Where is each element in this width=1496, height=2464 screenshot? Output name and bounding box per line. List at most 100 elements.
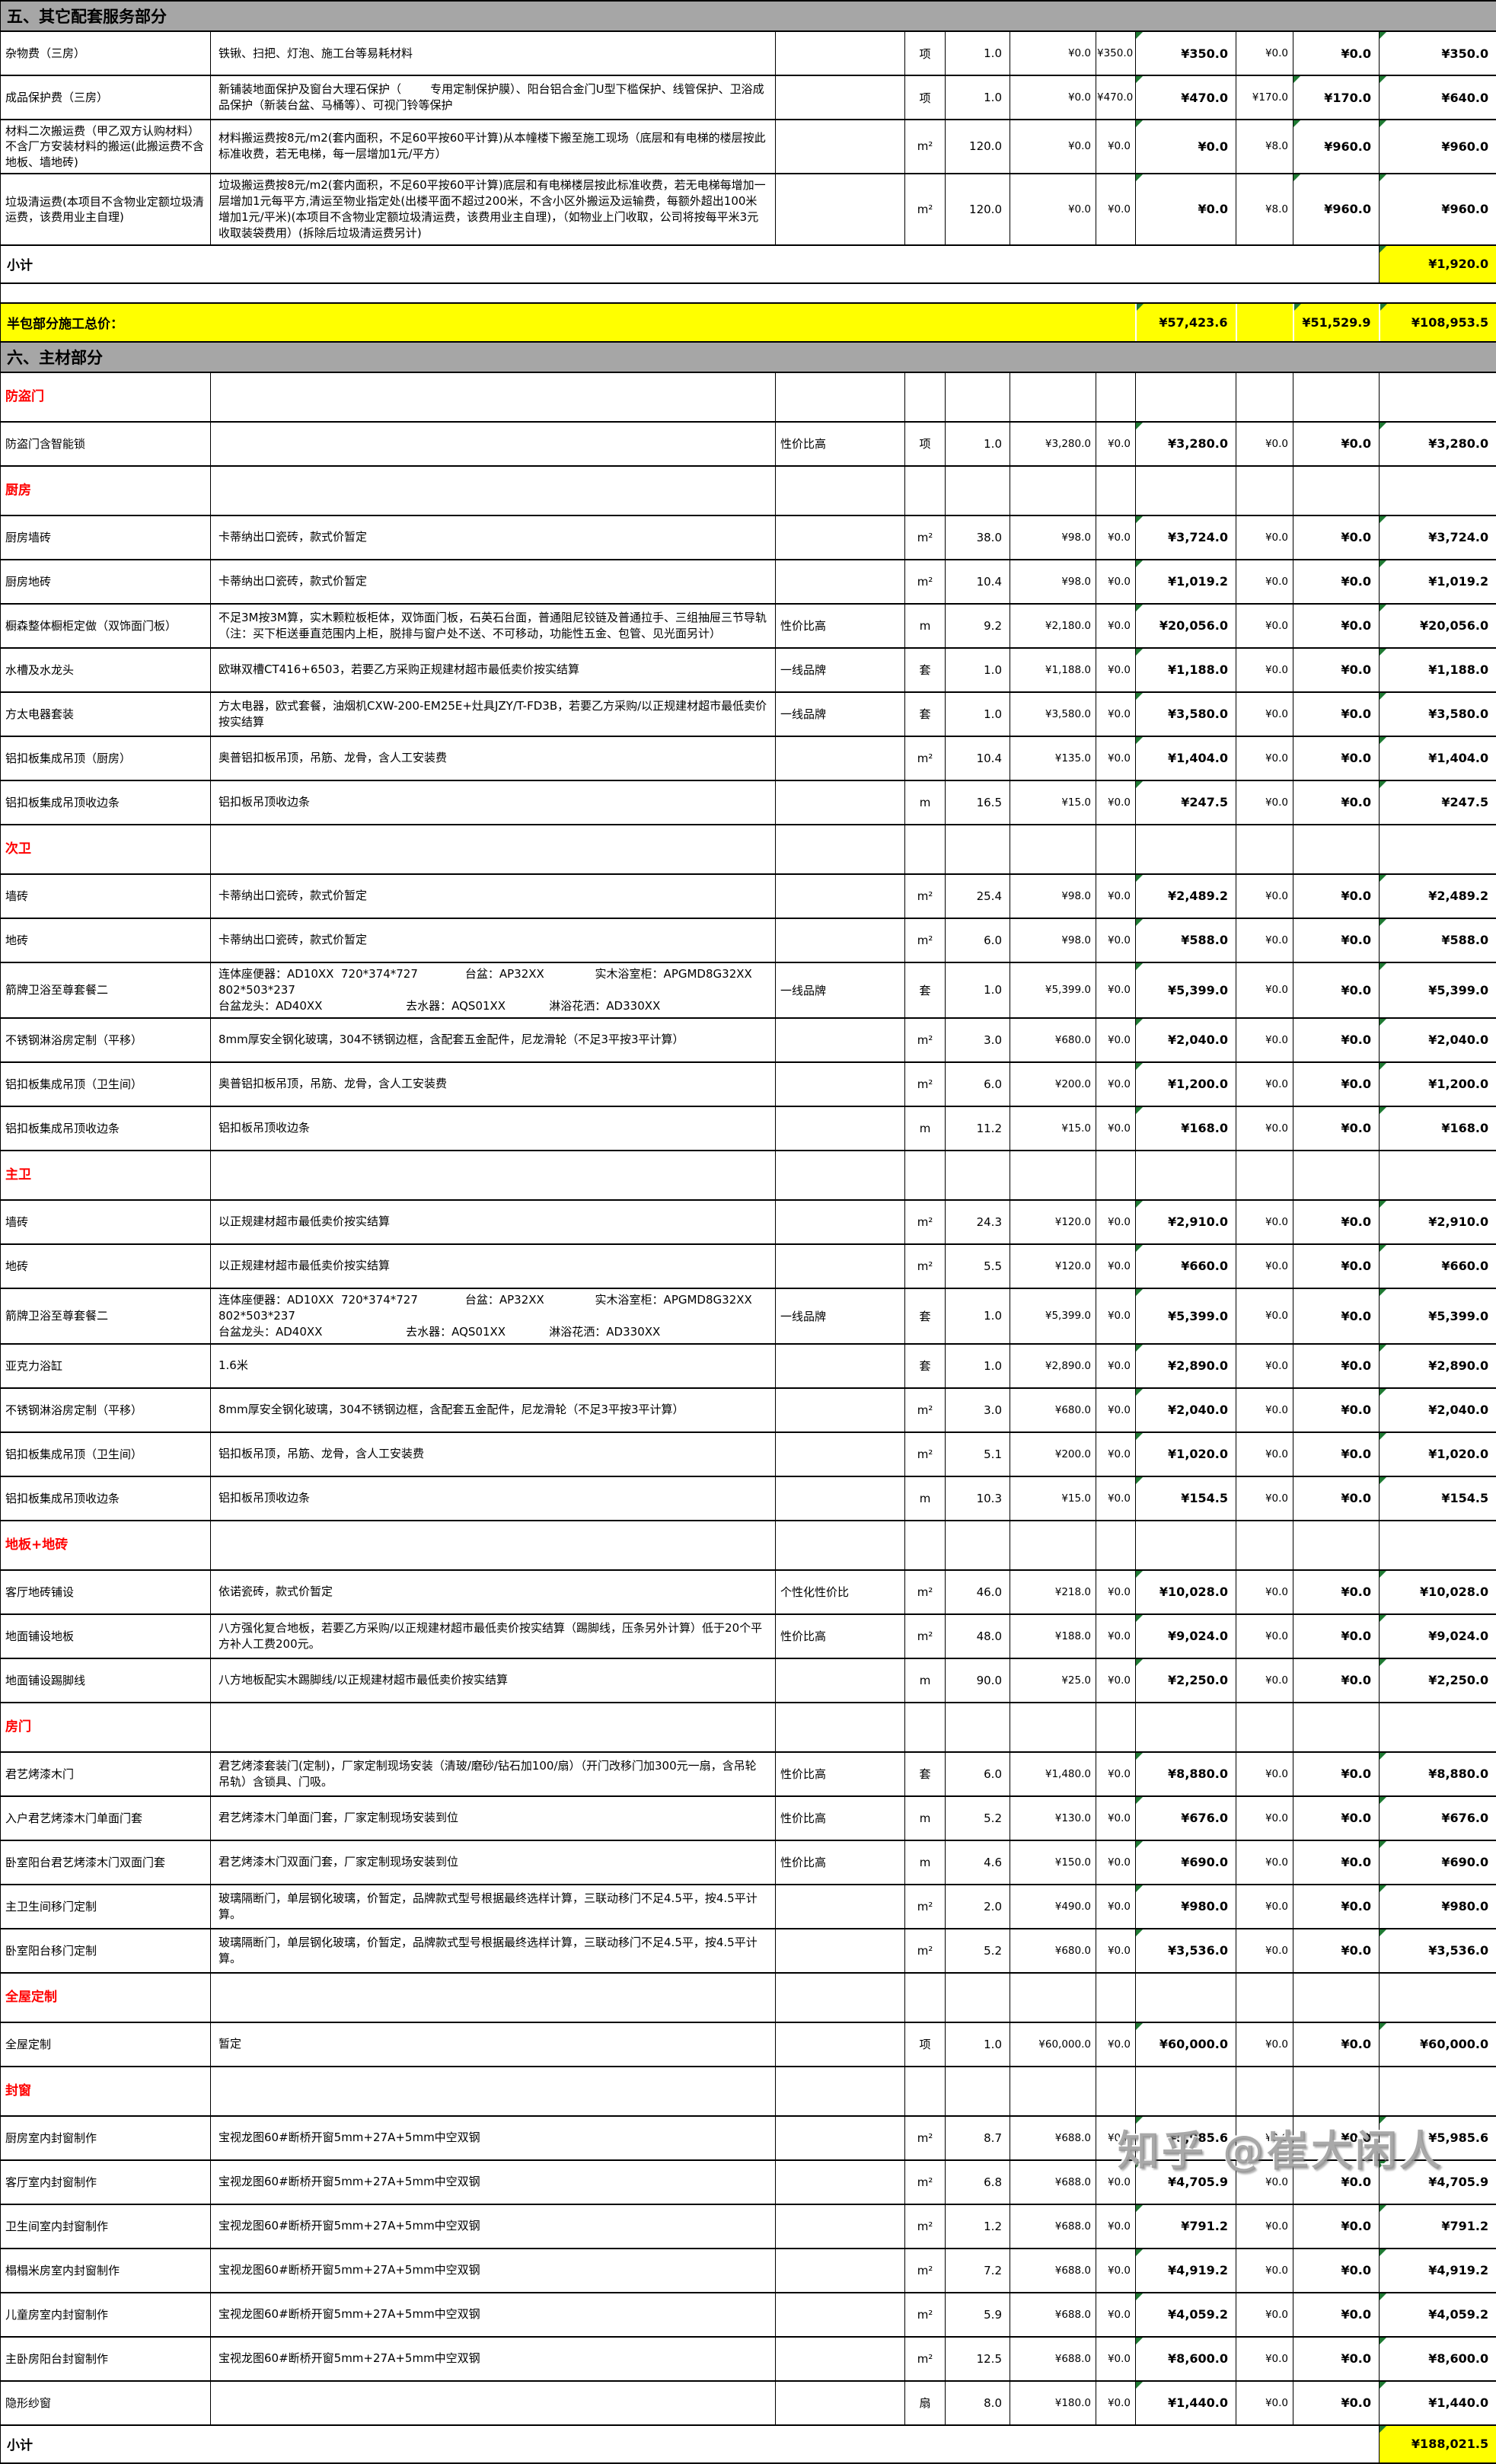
cell-remark[interactable] (776, 1244, 905, 1288)
cell-item-name[interactable]: 封窗 (1, 2067, 211, 2116)
cell-quantity[interactable]: 12.5 (946, 2337, 1010, 2381)
cell-extra-price[interactable]: ¥0.0 (1236, 1929, 1293, 1973)
cell-labor-price[interactable]: ¥180.0 (1010, 2381, 1096, 2425)
cell-row-total[interactable]: ¥1,188.0 (1380, 648, 1496, 692)
cell-quantity[interactable] (946, 1973, 1010, 2022)
cell-description[interactable] (211, 825, 776, 874)
cell-item-name[interactable]: 墙砖 (1, 1200, 211, 1244)
cell-item-name[interactable]: 防盗门含智能锁 (1, 422, 211, 466)
cell-remark[interactable] (776, 1973, 905, 2022)
cell-material-price[interactable]: ¥0.0 (1096, 1018, 1136, 1062)
cell-material-price[interactable]: ¥0.0 (1096, 1244, 1136, 1288)
cell-row-total[interactable] (1380, 372, 1496, 422)
cell-row-total[interactable]: ¥960.0 (1380, 174, 1496, 245)
cell-extra-price[interactable]: ¥0.0 (1236, 2249, 1293, 2293)
cell-remark[interactable] (776, 515, 905, 560)
cell-extra-price[interactable]: ¥0.0 (1236, 1062, 1293, 1106)
cell-subtotal-a[interactable]: ¥60,000.0 (1136, 2022, 1236, 2067)
cell-subtotal-b[interactable]: ¥0.0 (1293, 2381, 1380, 2425)
cell-unit[interactable]: m (905, 1840, 946, 1885)
cell-row-total[interactable] (1380, 1521, 1496, 1570)
cell-labor-price[interactable]: ¥15.0 (1010, 1476, 1096, 1521)
cell-item-name[interactable]: 主卫 (1, 1151, 211, 1200)
cell-description[interactable]: 以正规建材超市最低卖价按实结算 (211, 1244, 776, 1288)
cell-row-total[interactable]: ¥2,040.0 (1380, 1018, 1496, 1062)
cell-labor-price[interactable]: ¥680.0 (1010, 1018, 1096, 1062)
cell-item-name[interactable]: 隐形纱窗 (1, 2381, 211, 2425)
cell-extra-price[interactable]: ¥0.0 (1236, 1885, 1293, 1929)
cell-item-name[interactable]: 铝扣板集成吊顶收边条 (1, 1106, 211, 1151)
cell-item-name[interactable]: 箭牌卫浴至尊套餐二 (1, 1288, 211, 1344)
cell-unit[interactable] (905, 1703, 946, 1752)
cell-material-price[interactable]: ¥0.0 (1096, 560, 1136, 604)
cell-unit[interactable]: 项 (905, 422, 946, 466)
cell-subtotal-b[interactable] (1293, 825, 1380, 874)
cell-row-total[interactable]: ¥660.0 (1380, 1244, 1496, 1288)
cell-labor-price[interactable] (1010, 372, 1096, 422)
cell-description[interactable]: 宝视龙图60#断桥开窗5mm+27A+5mm中空双钢 (211, 2337, 776, 2381)
cell-unit[interactable] (905, 466, 946, 515)
cell-description[interactable]: 8mm厚安全钢化玻璃，304不锈钢边框，含配套五金配件，尼龙滑轮（不足3平按3平… (211, 1018, 776, 1062)
cell-unit[interactable]: m² (905, 174, 946, 245)
cell-description[interactable]: 宝视龙图60#断桥开窗5mm+27A+5mm中空双钢 (211, 2116, 776, 2160)
cell-subtotal-a[interactable] (1136, 372, 1236, 422)
cell-extra-price[interactable] (1236, 372, 1293, 422)
cell-subtotal-b[interactable]: ¥0.0 (1293, 1752, 1380, 1796)
cell-subtotal-b[interactable]: ¥0.0 (1293, 515, 1380, 560)
cell-quantity[interactable]: 1.2 (946, 2204, 1010, 2249)
cell-subtotal-a[interactable]: ¥0.0 (1136, 120, 1236, 174)
cell-subtotal-b[interactable]: ¥170.0 (1293, 75, 1380, 120)
cell-quantity[interactable]: 120.0 (946, 174, 1010, 245)
cell-subtotal-b[interactable]: ¥0.0 (1293, 1244, 1380, 1288)
cell-description[interactable]: 卡蒂纳出口瓷砖，款式价暂定 (211, 560, 776, 604)
cell-description[interactable] (211, 1973, 776, 2022)
cell-labor-price[interactable]: ¥688.0 (1010, 2293, 1096, 2337)
cell-item-name[interactable]: 防盗门 (1, 372, 211, 422)
cell-remark[interactable]: 性价比高 (776, 1840, 905, 1885)
cell-row-total[interactable]: ¥676.0 (1380, 1796, 1496, 1840)
cell-subtotal-a[interactable]: ¥1,200.0 (1136, 1062, 1236, 1106)
cell-quantity[interactable]: 16.5 (946, 780, 1010, 825)
cell-item-name[interactable]: 地砖 (1, 1244, 211, 1288)
cell-description[interactable]: 暂定 (211, 2022, 776, 2067)
cell-unit[interactable]: m² (905, 1244, 946, 1288)
cell-quantity[interactable] (946, 1703, 1010, 1752)
cell-quantity[interactable]: 8.0 (946, 2381, 1010, 2425)
cell-description[interactable]: 8mm厚安全钢化玻璃，304不锈钢边框，含配套五金配件，尼龙滑轮（不足3平按3平… (211, 1388, 776, 1432)
cell-subtotal-a[interactable] (1136, 466, 1236, 515)
cell-unit[interactable]: 扇 (905, 2381, 946, 2425)
cell-item-name[interactable]: 亚克力浴缸 (1, 1344, 211, 1388)
cell-unit[interactable]: m² (905, 1432, 946, 1476)
cell-quantity[interactable]: 5.5 (946, 1244, 1010, 1288)
grandtotal-label[interactable]: 半包部分施工总价： (1, 303, 1136, 342)
cell-unit[interactable]: m² (905, 1200, 946, 1244)
cell-description[interactable] (211, 1703, 776, 1752)
cell-subtotal-a[interactable]: ¥980.0 (1136, 1885, 1236, 1929)
cell-subtotal-b[interactable]: ¥0.0 (1293, 780, 1380, 825)
cell-material-price[interactable] (1096, 1521, 1136, 1570)
cell-unit[interactable]: m² (905, 1018, 946, 1062)
cell-quantity[interactable]: 1.0 (946, 1344, 1010, 1388)
cell-remark[interactable]: 性价比高 (776, 1752, 905, 1796)
cell-subtotal-a[interactable]: ¥470.0 (1136, 75, 1236, 120)
cell-row-total[interactable]: ¥168.0 (1380, 1106, 1496, 1151)
cell-extra-price[interactable]: ¥0.0 (1236, 1796, 1293, 1840)
cell-subtotal-a[interactable] (1136, 825, 1236, 874)
grandtotal-sum-value[interactable]: ¥108,953.5 (1380, 303, 1496, 342)
cell-row-total[interactable]: ¥20,056.0 (1380, 604, 1496, 648)
cell-remark[interactable] (776, 2067, 905, 2116)
cell-row-total[interactable]: ¥1,404.0 (1380, 736, 1496, 780)
section-header[interactable]: 六、主材部分 (1, 342, 1496, 372)
cell-labor-price[interactable]: ¥3,280.0 (1010, 422, 1096, 466)
cell-row-total[interactable]: ¥10,028.0 (1380, 1570, 1496, 1614)
cell-labor-price[interactable]: ¥15.0 (1010, 1106, 1096, 1151)
cell-labor-price[interactable]: ¥0.0 (1010, 31, 1096, 75)
cell-item-name[interactable]: 成品保护费（三房） (1, 75, 211, 120)
cell-extra-price[interactable] (1236, 825, 1293, 874)
cell-extra-price[interactable]: ¥0.0 (1236, 604, 1293, 648)
cell-remark[interactable] (776, 75, 905, 120)
cell-extra-price[interactable]: ¥0.0 (1236, 2204, 1293, 2249)
cell-description[interactable]: 连体座便器：AD10XX 720*374*727 台盆：AP32XX 实木浴室柜… (211, 1288, 776, 1344)
cell-row-total[interactable]: ¥2,040.0 (1380, 1388, 1496, 1432)
cell-row-total[interactable]: ¥247.5 (1380, 780, 1496, 825)
